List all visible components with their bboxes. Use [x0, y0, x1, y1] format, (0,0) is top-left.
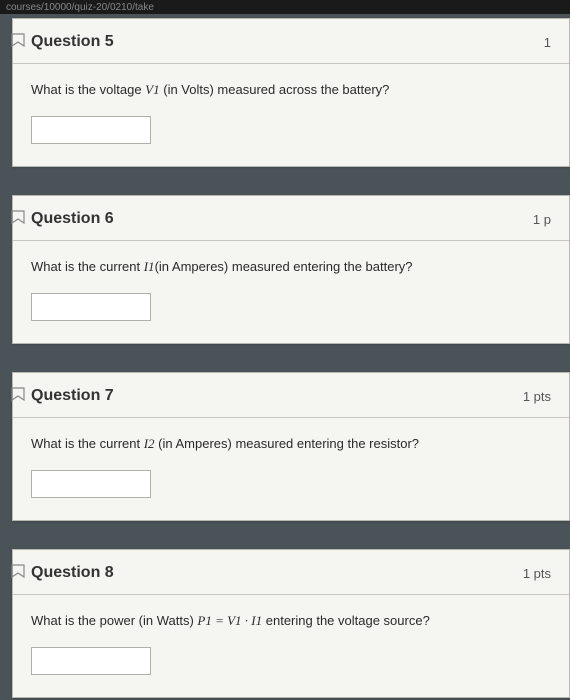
question-title: Question 5	[31, 33, 114, 51]
variable: P1 = V1 · I1	[197, 613, 262, 628]
variable: I1	[144, 259, 155, 274]
question-card: Question 7 1 pts What is the current I2 …	[12, 372, 570, 521]
answer-input[interactable]	[31, 470, 151, 498]
question-body: What is the current I2 (in Amperes) meas…	[13, 418, 569, 520]
question-card: Question 6 1 p What is the current I1(in…	[12, 195, 570, 344]
question-body: What is the voltage V1 (in Volts) measur…	[13, 64, 569, 166]
prompt-text: (in Amperes) measured entering the batte…	[155, 259, 413, 274]
question-header: Question 8 1 pts	[13, 550, 569, 595]
prompt-text: What is the power (in Watts)	[31, 613, 197, 628]
question-points: 1 pts	[523, 389, 551, 404]
question-card: Question 5 1 What is the voltage V1 (in …	[12, 18, 570, 167]
question-card: Question 8 1 pts What is the power (in W…	[12, 549, 570, 698]
question-title: Question 7	[31, 387, 114, 405]
question-header: Question 6 1 p	[13, 196, 569, 241]
quiz-content: Question 5 1 What is the voltage V1 (in …	[12, 14, 570, 698]
prompt-text: entering the voltage source?	[262, 613, 430, 628]
bookmark-icon[interactable]	[10, 32, 26, 48]
question-points: 1	[544, 35, 551, 50]
prompt-text: What is the current	[31, 259, 144, 274]
bookmark-icon[interactable]	[10, 209, 26, 225]
bookmark-icon[interactable]	[10, 386, 26, 402]
prompt-text: What is the current	[31, 436, 144, 451]
question-points: 1 pts	[523, 566, 551, 581]
prompt-text: (in Amperes) measured entering the resis…	[155, 436, 419, 451]
variable: V1	[145, 82, 159, 97]
question-prompt: What is the current I1(in Amperes) measu…	[31, 259, 551, 275]
question-header: Question 7 1 pts	[13, 373, 569, 418]
prompt-text: (in Volts) measured across the battery?	[160, 82, 390, 97]
question-prompt: What is the current I2 (in Amperes) meas…	[31, 436, 551, 452]
answer-input[interactable]	[31, 293, 151, 321]
question-prompt: What is the voltage V1 (in Volts) measur…	[31, 82, 551, 98]
answer-input[interactable]	[31, 116, 151, 144]
question-points: 1 p	[533, 212, 551, 227]
question-body: What is the current I1(in Amperes) measu…	[13, 241, 569, 343]
prompt-text: What is the voltage	[31, 82, 145, 97]
question-body: What is the power (in Watts) P1 = V1 · I…	[13, 595, 569, 697]
bookmark-icon[interactable]	[10, 563, 26, 579]
url-bar: courses/10000/quiz-20/0210/take	[0, 0, 570, 14]
question-header: Question 5 1	[13, 19, 569, 64]
variable: I2	[144, 436, 155, 451]
question-title: Question 8	[31, 564, 114, 582]
question-title: Question 6	[31, 210, 114, 228]
question-prompt: What is the power (in Watts) P1 = V1 · I…	[31, 613, 551, 629]
answer-input[interactable]	[31, 647, 151, 675]
